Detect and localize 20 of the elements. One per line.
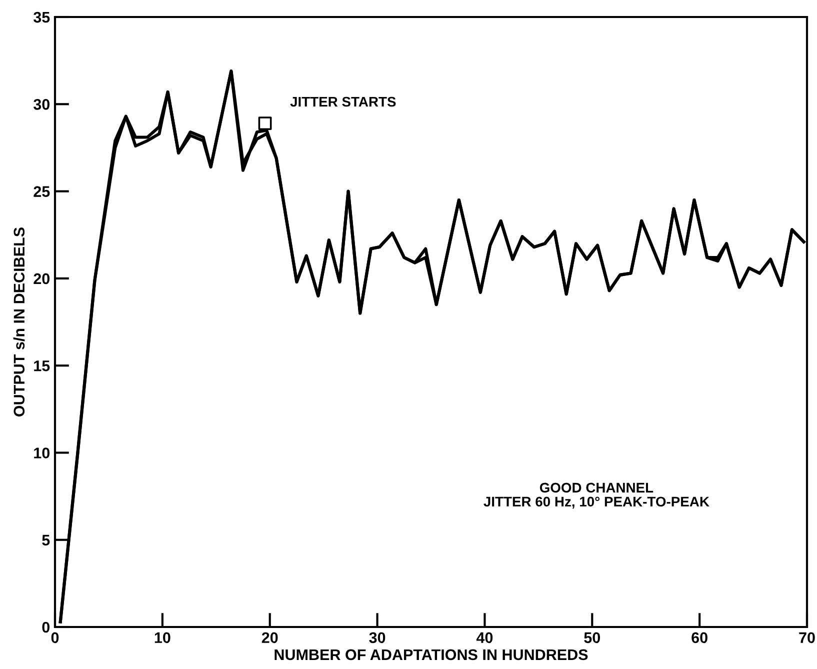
x-tick-label: 30 (369, 632, 386, 644)
y-tick-label: 15 (34, 360, 50, 372)
x-tick-label: 60 (692, 632, 708, 644)
y-tick-label: 30 (34, 99, 50, 110)
annotation: GOOD CHANNEL JITTER 60 Hz, 10° PEAK-TO-PEAK (484, 482, 710, 509)
y-tick-label: 20 (34, 273, 50, 284)
y-axis-title: OUTPUT s/n IN DECIBELS (13, 228, 25, 416)
y-tick-label: 35 (34, 12, 50, 23)
x-tick-label: 50 (584, 632, 600, 644)
x-tick-label: 0 (51, 632, 59, 644)
y-tick-label: 0 (42, 622, 50, 633)
y-tick-label: 25 (34, 186, 50, 197)
y-tick-label: 5 (42, 534, 50, 546)
x-tick-label: 40 (476, 632, 493, 644)
x-tick-label: 70 (799, 632, 815, 644)
x-tick-label: 10 (154, 632, 170, 644)
y-tick-label: 10 (34, 448, 50, 458)
x-tick-label: 20 (262, 632, 278, 644)
annotation: JITTER STARTS (290, 96, 396, 107)
x-axis-title: NUMBER OF ADAPTATIONS IN HUNDREDS (274, 649, 588, 660)
